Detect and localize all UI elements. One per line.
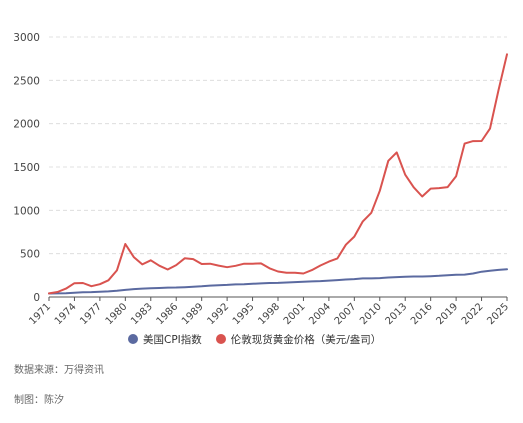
y-axis-ticks: 0 500 1000 1500 2000 2500 3000 — [13, 32, 40, 304]
x-tick-label: 2019 — [434, 301, 460, 327]
y-tick-label: 0 — [33, 292, 40, 304]
chart-lines — [48, 53, 508, 295]
data-source-note: 数据来源：万得资讯 — [14, 365, 104, 376]
chart-author-note: 制图：陈汐 — [14, 395, 64, 406]
y-tick-label: 2000 — [13, 119, 40, 131]
x-tick-label: 1995 — [231, 301, 257, 327]
legend-marker-gold — [215, 334, 226, 344]
chart-grid — [49, 36, 507, 298]
x-tick-label: 2001 — [282, 301, 308, 327]
x-tick-label: 1983 — [129, 301, 155, 327]
series-line-cpi — [48, 268, 508, 295]
x-tick-label: 1977 — [78, 301, 104, 327]
legend-marker-cpi — [128, 334, 138, 344]
x-tick-label: 2025 — [485, 301, 511, 327]
x-tick-label: 1989 — [180, 301, 206, 327]
x-tick-label: 1980 — [104, 301, 130, 327]
x-tick-label: 1992 — [205, 301, 231, 327]
series-line-gold — [48, 53, 508, 295]
y-tick-label: 1000 — [13, 205, 40, 217]
x-tick-label: 2007 — [333, 301, 359, 327]
x-tick-label: 1986 — [155, 301, 181, 327]
legend-label-gold: 伦敦现货黄金价格（美元/盎司） — [230, 333, 382, 346]
x-tick-label: 2013 — [384, 301, 410, 327]
y-tick-label: 500 — [20, 249, 40, 261]
chart-legend: 美国CPI指数 伦敦现货黄金价格（美元/盎司） — [128, 331, 395, 347]
x-tick-label: 1974 — [53, 301, 79, 327]
x-axis-ticks: 1971 1974 1977 1980 1983 1986 1989 1992 1995 1998… — [27, 297, 511, 327]
legend-item-cpi[interactable]: 美国CPI指数 — [128, 332, 202, 347]
legend-label-cpi: 美国CPI指数 — [143, 333, 202, 346]
y-tick-label: 1500 — [13, 162, 40, 174]
y-tick-label: 2500 — [13, 75, 40, 87]
x-tick-label: 2022 — [460, 301, 486, 327]
y-tick-label: 3000 — [13, 32, 40, 44]
x-tick-label: 2004 — [307, 301, 333, 327]
legend-item-gold[interactable]: 伦敦现货黄金价格（美元/盎司） — [215, 332, 382, 347]
x-tick-label: 2010 — [358, 301, 384, 327]
x-tick-label: 2016 — [409, 301, 435, 327]
x-tick-label: 1998 — [256, 301, 282, 327]
x-tick-label: 1971 — [27, 301, 53, 327]
